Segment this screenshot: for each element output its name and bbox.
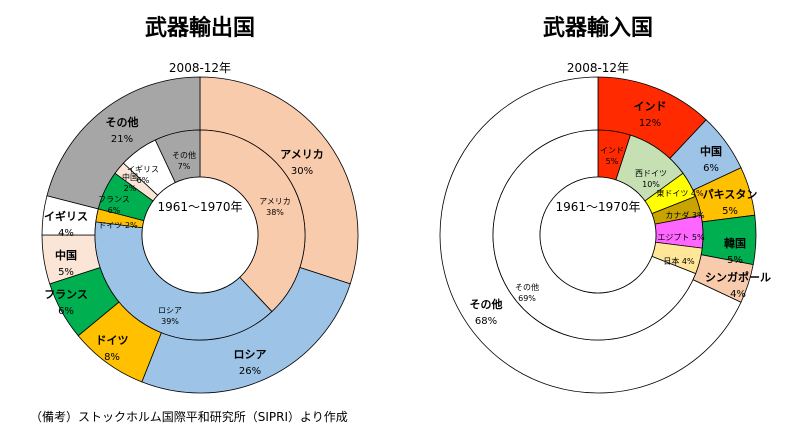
export-inner-label-value-4: 6% bbox=[108, 206, 121, 215]
export-outer-label-name-4: フランス bbox=[44, 288, 88, 301]
export-inner-label-name-5: 中国 bbox=[122, 172, 138, 182]
export-outer-label-name-5: 中国 bbox=[55, 248, 77, 262]
import-outer-label-name-5: シンガポール bbox=[705, 270, 771, 284]
import-inner-label-3: 東ドイツ 4% bbox=[656, 188, 704, 198]
source-footnote: （備考）ストックホルム国際平和研究所（SIPRI）より作成 bbox=[30, 409, 348, 424]
export-center-label: 1961～1970年 bbox=[157, 200, 242, 214]
export-outer-label-name-1: アメリカ bbox=[280, 148, 323, 161]
export-outer-label-value-2: 26% bbox=[239, 366, 261, 377]
export-outer-label-value-5: 5% bbox=[58, 267, 74, 278]
import-inner-label-4: カナダ 3% bbox=[665, 210, 705, 220]
export-donut-hole bbox=[141, 176, 259, 294]
import-outer-label-value-4: 5% bbox=[727, 255, 743, 266]
import-inner-label-name-7: その他 bbox=[515, 282, 539, 292]
export-chart-title: 武器輸出国 bbox=[145, 15, 255, 41]
import-inner-label-name-2: 西ドイツ bbox=[635, 169, 667, 178]
import-outer-label-value-2: 6% bbox=[703, 163, 719, 174]
import-inner-label-value-1: 5% bbox=[606, 157, 619, 166]
export-inner-label-name-6: イギリス bbox=[127, 165, 159, 174]
export-outer-label-value-4: 6% bbox=[58, 306, 74, 317]
export-inner-label-3: ドイツ 2% bbox=[98, 221, 138, 230]
import-inner-label-name-1: インド bbox=[600, 146, 624, 155]
import-outer-label-value-1: 12% bbox=[639, 118, 661, 129]
export-outer-label-name-6: イギリス bbox=[44, 209, 88, 223]
import-outer-label-value-5: 4% bbox=[730, 289, 746, 300]
export-inner-label-value-7: 7% bbox=[178, 162, 191, 171]
export-outer-label-name-3: ドイツ bbox=[96, 334, 129, 347]
export-outer-label-value-1: 30% bbox=[291, 166, 313, 177]
export-inner-label-name-1: アメリカ bbox=[259, 197, 291, 206]
export-outer-label-value-3: 8% bbox=[104, 352, 120, 363]
import-outer-label-name-4: 韓国 bbox=[724, 236, 746, 250]
import-outer-label-name-3: パキスタン bbox=[703, 188, 758, 201]
import-inner-label-5: エジプト 5% bbox=[657, 233, 705, 242]
export-inner-label-name-7: その他 bbox=[172, 150, 196, 160]
import-outer-label-value-6: 68% bbox=[475, 316, 497, 327]
export-outer-label-name-7: その他 bbox=[106, 115, 139, 129]
export-inner-label-name-2: ロシア bbox=[158, 306, 182, 315]
import-donut: インド 12% 中国 6% パキスタン 5% 韓国 5% シンガポール 4% その他 68% インド 5%… bbox=[439, 76, 771, 394]
export-chart-subtitle: 2008-12年 bbox=[169, 61, 231, 75]
export-outer-label-value-6: 4% bbox=[58, 228, 74, 239]
import-chart-subtitle: 2008-12年 bbox=[567, 61, 629, 75]
export-inner-label-value-1: 38% bbox=[266, 208, 284, 217]
import-donut-hole bbox=[539, 176, 657, 294]
export-outer-label-value-7: 21% bbox=[111, 134, 133, 145]
import-outer-label-name-6: その他 bbox=[470, 297, 503, 311]
export-outer-label-name-2: ロシア bbox=[234, 348, 267, 361]
export-inner-label-value-6: 6% bbox=[137, 176, 150, 185]
export-inner-label-value-5: 2% bbox=[124, 184, 137, 193]
import-outer-label-name-1: インド bbox=[634, 100, 667, 113]
export-donut: アメリカ30%ロシア26%ドイツ8%フランス6%中国5%イギリス4%その他21%… bbox=[41, 76, 359, 394]
import-inner-label-value-7: 69% bbox=[518, 294, 536, 303]
import-inner-label-6: 日本 4% bbox=[663, 256, 695, 266]
import-outer-label-value-3: 5% bbox=[722, 206, 738, 217]
import-chart-title: 武器輸入国 bbox=[543, 15, 653, 41]
export-inner-label-name-4: フランス bbox=[98, 195, 130, 204]
import-center-label: 1961～1970年 bbox=[555, 200, 640, 214]
import-outer-label-name-2: 中国 bbox=[700, 144, 722, 158]
import-inner-label-value-2: 10% bbox=[642, 180, 660, 189]
export-inner-label-value-2: 39% bbox=[161, 317, 179, 326]
